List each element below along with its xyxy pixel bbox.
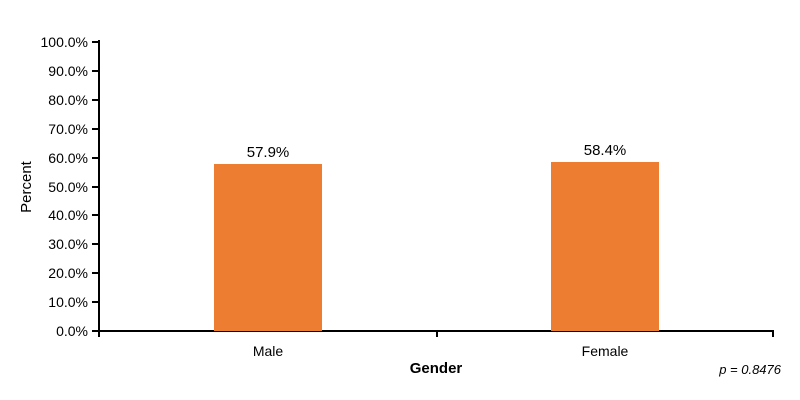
y-tick-label: 40.0% <box>48 207 88 224</box>
y-tick-label: 10.0% <box>48 294 88 311</box>
bar-value-label-male: 57.9% <box>246 144 290 161</box>
y-tick-mark <box>92 69 99 72</box>
bar-value-label-female: 58.4% <box>583 142 627 159</box>
p-value-annotation: p = 0.8476 <box>719 362 781 377</box>
y-tick-label: 100.0% <box>40 34 88 50</box>
y-axis-line <box>98 40 100 337</box>
y-tick-mark <box>92 156 99 159</box>
y-tick-label: 0.0% <box>56 323 88 339</box>
y-tick-label: 50.0% <box>48 178 88 195</box>
y-tick-mark <box>92 330 99 332</box>
y-tick-mark <box>92 185 99 188</box>
x-axis-line <box>98 330 773 332</box>
y-tick-mark <box>92 98 99 101</box>
y-tick-label: 60.0% <box>48 149 88 166</box>
x-tick-mark <box>436 330 438 337</box>
y-tick-label: 90.0% <box>48 62 88 79</box>
y-tick-label: 70.0% <box>48 120 88 137</box>
y-tick-label: 20.0% <box>48 265 88 282</box>
bar-male <box>214 164 322 331</box>
y-tick-mark <box>92 214 99 217</box>
x-tick-mark <box>772 330 774 337</box>
x-axis-title: Gender <box>409 360 463 377</box>
y-tick-mark <box>92 127 99 130</box>
y-tick-label: 80.0% <box>48 91 88 108</box>
category-label-female: Female <box>581 343 629 359</box>
y-tick-mark <box>92 272 99 275</box>
y-tick-label: 30.0% <box>48 236 88 253</box>
y-tick-mark <box>92 301 99 304</box>
bar-female <box>551 162 659 331</box>
y-tick-mark <box>92 41 99 43</box>
category-label-male: Male <box>252 343 284 359</box>
y-tick-mark <box>92 243 99 246</box>
